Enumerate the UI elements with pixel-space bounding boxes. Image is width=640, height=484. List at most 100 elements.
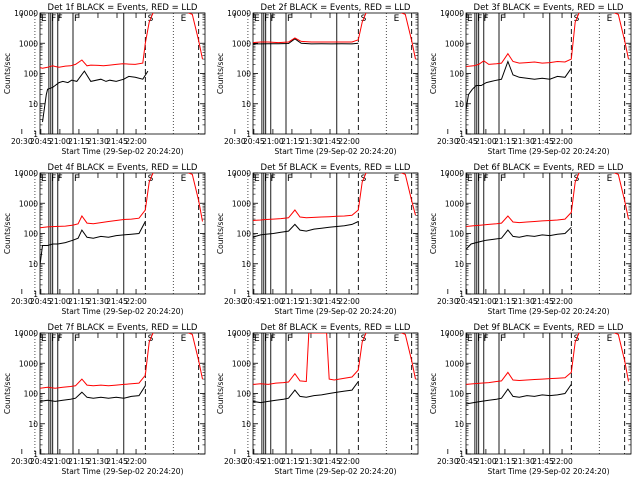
y-tick-label: 10000 <box>14 329 38 338</box>
event-marker-letter: F <box>264 174 269 184</box>
x-tick-label: 20:30 <box>11 457 33 466</box>
event-marker-letter: E <box>467 174 473 184</box>
series-lld-line <box>253 333 416 385</box>
event-marker-letter: F <box>500 334 505 344</box>
x-tick-label: 21:00 <box>475 297 497 306</box>
panel-svg: Det 2f BLACK = Events, RED = LLD 1 10 100 10… <box>216 3 419 156</box>
event-marker-letter: F <box>58 334 63 344</box>
detector-panel-1: Det 1f BLACK = Events, RED = LLD 1 10 100 10… <box>0 0 213 164</box>
panel-title: Det 1f BLACK = Events, RED = LLD <box>48 3 198 13</box>
plot-frame <box>252 12 419 135</box>
y-tick-label: 1000 <box>445 199 464 208</box>
x-tick-label: 20:30 <box>224 137 246 146</box>
plot-frame <box>465 332 632 455</box>
x-axis-label: Start Time (29-Sep-02 20:24:20) <box>62 307 184 316</box>
series-lld-line <box>466 333 629 385</box>
event-marker-letter: E <box>181 14 187 24</box>
event-marker-letter: F <box>484 14 489 24</box>
x-tick-label: 21:30 <box>87 297 109 306</box>
plot-frame <box>252 332 419 455</box>
x-tick-label: 21:00 <box>475 457 497 466</box>
panel-title: Det 5f BLACK = Events, RED = LLD <box>261 163 411 173</box>
panel-svg: Det 1f BLACK = Events, RED = LLD 1 10 100 10… <box>3 3 206 156</box>
x-tick-label: 21:30 <box>513 137 535 146</box>
panel-svg: Det 5f BLACK = Events, RED = LLD 1 10 100 10… <box>216 163 419 316</box>
x-tick-label: 21:00 <box>262 297 284 306</box>
y-tick-label: 1000 <box>232 199 251 208</box>
x-tick-label: 21:00 <box>49 137 71 146</box>
x-axis-label: Start Time (29-Sep-02 20:24:20) <box>62 147 184 156</box>
event-marker-letter: F <box>271 334 276 344</box>
detector-panel-2: Det 2f BLACK = Events, RED = LLD 1 10 100 10… <box>213 0 426 164</box>
y-axis-label: Counts/sec <box>429 53 438 94</box>
event-marker-letter: E <box>607 334 613 344</box>
event-marker-letter: F <box>74 334 79 344</box>
y-tick-label: 100 <box>450 230 465 239</box>
y-tick-label: 10000 <box>440 9 464 18</box>
x-tick-label: 21:00 <box>262 457 284 466</box>
series-events-line <box>40 385 146 402</box>
panel-title: Det 9f BLACK = Events, RED = LLD <box>474 323 624 333</box>
plot-frame <box>39 172 206 295</box>
panel-svg: Det 3f BLACK = Events, RED = LLD 1 10 100 10… <box>429 3 632 156</box>
x-axis-label: Start Time (29-Sep-02 20:24:20) <box>488 467 610 476</box>
series-lld-line <box>40 173 203 229</box>
y-tick-label: 1000 <box>232 359 251 368</box>
y-tick-label: 1000 <box>19 359 38 368</box>
y-axis-label: Counts/sec <box>216 213 225 254</box>
x-tick-label: 21:30 <box>87 457 109 466</box>
event-marker-letter: F <box>287 334 292 344</box>
event-marker-letter: F <box>74 14 79 24</box>
detector-panel-9: Det 9f BLACK = Events, RED = LLD 1 10 100 10… <box>426 320 639 484</box>
y-tick-label: 10 <box>28 420 38 429</box>
x-tick-label: 21:15 <box>494 457 516 466</box>
x-tick-label: 20:45 <box>30 297 52 306</box>
event-marker-letter: E <box>41 174 47 184</box>
x-tick-label: 22:00 <box>125 457 147 466</box>
x-tick-label: 22:00 <box>338 137 360 146</box>
x-tick-label: 21:15 <box>281 457 303 466</box>
plot-frame <box>252 172 419 295</box>
plot-frame <box>465 172 632 295</box>
y-tick-label: 1 <box>33 450 38 459</box>
x-tick-label: 20:30 <box>224 297 246 306</box>
x-tick-label: 20:45 <box>243 457 265 466</box>
panel-svg: Det 7f BLACK = Events, RED = LLD 1 10 100 10… <box>3 323 206 476</box>
event-marker-letter: E <box>254 174 260 184</box>
y-tick-label: 10 <box>28 100 38 109</box>
y-tick-label: 1 <box>33 290 38 299</box>
event-marker-letter: E <box>254 334 260 344</box>
y-tick-label: 10000 <box>227 169 251 178</box>
event-marker-letter: F <box>264 334 269 344</box>
y-tick-label: 100 <box>450 70 465 79</box>
x-tick-label: 22:00 <box>125 297 147 306</box>
y-tick-label: 1 <box>459 290 464 299</box>
event-marker-letter: E <box>607 14 613 24</box>
panel-title: Det 7f BLACK = Events, RED = LLD <box>48 323 198 333</box>
x-axis-label: Start Time (29-Sep-02 20:24:20) <box>275 307 397 316</box>
detector-panel-3: Det 3f BLACK = Events, RED = LLD 1 10 100 10… <box>426 0 639 164</box>
panel-title: Det 6f BLACK = Events, RED = LLD <box>474 163 624 173</box>
panel-title: Det 8f BLACK = Events, RED = LLD <box>261 323 411 333</box>
event-marker-letter: F <box>477 14 482 24</box>
y-tick-label: 10 <box>28 260 38 269</box>
y-axis-label: Counts/sec <box>3 373 12 414</box>
event-marker-letter: F <box>271 14 276 24</box>
series-lld-line <box>466 173 629 228</box>
x-tick-label: 20:45 <box>456 137 478 146</box>
event-marker-letter: F <box>271 174 276 184</box>
y-tick-label: 10 <box>454 260 464 269</box>
panel-title: Det 2f BLACK = Events, RED = LLD <box>261 3 411 13</box>
x-tick-label: 21:30 <box>513 297 535 306</box>
y-tick-label: 10 <box>241 260 251 269</box>
event-marker-letter: F <box>74 174 79 184</box>
y-tick-label: 1000 <box>232 39 251 48</box>
x-tick-label: 21:15 <box>494 297 516 306</box>
event-marker-letter: E <box>41 14 47 24</box>
x-tick-label: 20:45 <box>456 457 478 466</box>
x-tick-label: 20:30 <box>224 457 246 466</box>
y-tick-label: 1 <box>246 130 251 139</box>
event-marker-letter: E <box>394 174 400 184</box>
x-tick-label: 21:45 <box>319 457 341 466</box>
x-tick-label: 20:45 <box>30 457 52 466</box>
